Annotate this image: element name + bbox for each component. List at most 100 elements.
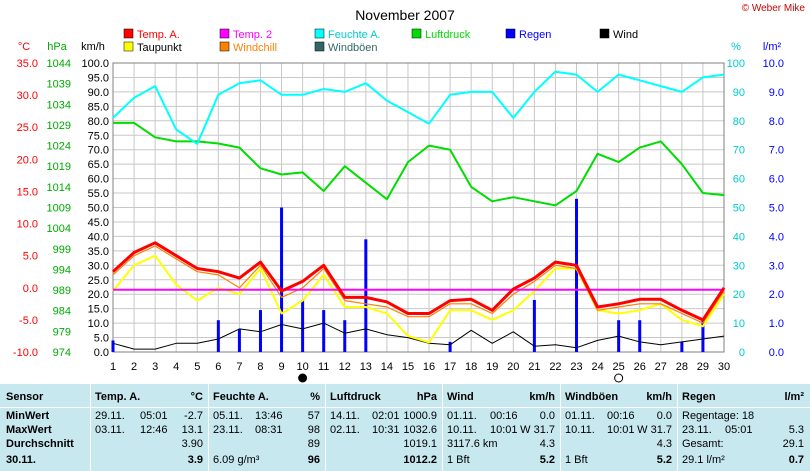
credit-text: © Weber Mike <box>742 3 806 14</box>
stats-press-time: 10:31 <box>372 424 400 436</box>
tick-humidity: 100 <box>727 58 745 70</box>
tick-x: 20 <box>507 361 519 373</box>
tick-pressure: 1009 <box>47 203 71 215</box>
stats-temp-time: 12:46 <box>140 424 168 436</box>
rain-bar <box>448 341 452 352</box>
tick-wind: 70.0 <box>88 145 109 157</box>
tick-x: 3 <box>152 361 158 373</box>
tick-humidity: 0 <box>739 347 745 359</box>
stats-temp-date: 03.11. <box>95 424 125 436</box>
stats-row-label: MinWert <box>6 410 50 422</box>
hdr-wind-unit: km/h <box>529 391 555 403</box>
tick-x: 14 <box>381 361 393 373</box>
stats-temp-value: 13.1 <box>181 424 203 436</box>
tick-humidity: 50 <box>733 203 745 215</box>
legend: Temp. A. Temp. 2 Feuchte A. Luftdruck Regen W… <box>123 28 638 54</box>
series-luftdruck <box>113 121 725 207</box>
stats-gust-time: 10:01 <box>607 424 635 436</box>
stats-temp-date: 29.11. <box>95 410 125 422</box>
stats-wind-date: 10.11. <box>447 424 477 436</box>
legend-swatch <box>599 28 610 39</box>
tick-humidity: 90 <box>733 87 745 99</box>
tick-wind: 30.0 <box>88 260 109 272</box>
rain-bar <box>532 299 536 352</box>
hdr-hum-unit: % <box>310 391 320 403</box>
tick-x: 9 <box>278 361 284 373</box>
tick-x: 25 <box>613 361 625 373</box>
stats-rain-value: 0.7 <box>788 454 804 466</box>
axis-title-temp: °C <box>18 41 30 53</box>
legend-swatch <box>219 28 230 39</box>
axes: °C hPa km/h% l/m²-10.0-5.00.05.010.015.020.… <box>13 41 784 383</box>
hdr-gust: Windböen <box>565 391 619 403</box>
legend-label: Temp. A. <box>137 29 180 41</box>
hdr-rain-unit: l/m² <box>784 391 804 403</box>
legend-label: Windchill <box>233 42 277 54</box>
tick-wind: 50.0 <box>88 203 109 215</box>
axis-title-pressure: hPa <box>47 41 67 53</box>
tick-rain: 1.0 <box>769 318 784 330</box>
stats-wind-value: W 31.7 <box>520 424 555 436</box>
rain-bar <box>575 198 579 352</box>
tick-wind: 0.0 <box>94 347 109 359</box>
stats-rain-text: Regentage: 18 <box>682 410 755 422</box>
stats-rain-text: Gesamt: <box>682 438 724 450</box>
legend-label: Feuchte A. <box>328 29 381 41</box>
tick-x: 18 <box>465 361 477 373</box>
tick-pressure: 974 <box>53 347 71 359</box>
tick-wind: 5.0 <box>94 333 109 345</box>
tick-x: 19 <box>486 361 498 373</box>
tick-temp: 35.0 <box>17 58 38 70</box>
tick-x: 28 <box>676 361 688 373</box>
tick-pressure: 984 <box>53 306 71 318</box>
legend-label: Temp. 2 <box>233 29 272 41</box>
tick-x: 16 <box>423 361 435 373</box>
new-moon-icon <box>298 373 308 383</box>
tick-wind: 90.0 <box>88 87 109 99</box>
tick-wind: 10.0 <box>88 318 109 330</box>
plot-area <box>111 70 726 352</box>
tick-rain: 5.0 <box>769 203 784 215</box>
stats-wind-date: 1 Bft <box>447 454 470 466</box>
stats-gust-date: 01.11. <box>565 410 595 422</box>
tick-wind: 15.0 <box>88 304 109 316</box>
tick-pressure: 1014 <box>47 182 71 194</box>
stats-row-label: MaxWert <box>6 424 52 436</box>
legend-label: Taupunkt <box>137 42 182 54</box>
tick-temp: 10.0 <box>17 219 38 231</box>
rain-bar <box>280 207 284 352</box>
stats-press-date: 14.11. <box>330 410 360 422</box>
stats-hum-value: 57 <box>307 410 320 422</box>
legend-label: Regen <box>519 29 551 41</box>
tick-pressure: 989 <box>53 285 71 297</box>
stats-panel <box>0 384 810 471</box>
tick-x: 22 <box>549 361 561 373</box>
tick-x: 5 <box>194 361 200 373</box>
tick-wind: 75.0 <box>88 130 109 142</box>
tick-rain: 4.0 <box>769 231 784 243</box>
stats-press-value: 1019.1 <box>403 438 437 450</box>
axis-title-humidity: % <box>731 41 741 53</box>
chart-title: November 2007 <box>355 7 455 23</box>
tick-x: 29 <box>697 361 709 373</box>
tick-pressure: 1029 <box>47 120 71 132</box>
tick-pressure: 1039 <box>47 79 71 91</box>
rain-bar <box>343 320 347 352</box>
tick-humidity: 10 <box>733 318 745 330</box>
tick-x: 30 <box>718 361 730 373</box>
stats-press-value: 1012.2 <box>403 454 437 466</box>
stats-hum-date: 6.09 g/m³ <box>213 454 260 466</box>
tick-rain: 0.0 <box>769 347 784 359</box>
tick-pressure: 979 <box>53 326 71 338</box>
stats-wind-value: 0.0 <box>539 410 555 422</box>
tick-x: 24 <box>591 361 603 373</box>
tick-wind: 65.0 <box>88 159 109 171</box>
stats-hum-date: 23.11. <box>213 424 243 436</box>
stats-rain-text: 29.1 l/m² <box>682 454 725 466</box>
stats-gust-time: 00:16 <box>607 410 635 422</box>
hdr-sensor: Sensor <box>6 391 44 403</box>
tick-wind: 45.0 <box>88 217 109 229</box>
rain-bar <box>258 310 262 352</box>
tick-x: 26 <box>634 361 646 373</box>
series-wind <box>112 322 725 350</box>
